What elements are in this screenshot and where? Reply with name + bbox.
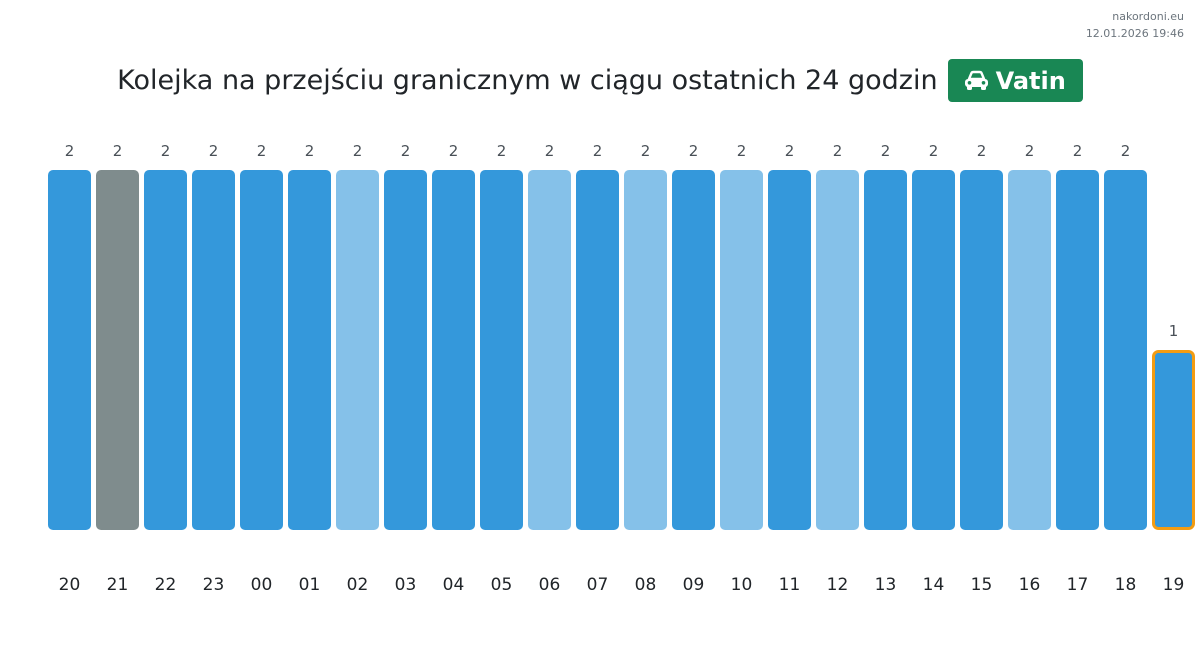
bar-value-label: 2 [641, 142, 651, 160]
bar-09[interactable] [672, 170, 715, 530]
hour-label: 18 [1115, 575, 1137, 595]
bar-08[interactable] [624, 170, 667, 530]
hour-label: 05 [491, 575, 513, 595]
bar-17[interactable] [1056, 170, 1099, 530]
hour-label: 07 [587, 575, 609, 595]
bar-01[interactable] [288, 170, 331, 530]
hour-label: 01 [299, 575, 321, 595]
bar-value-label: 2 [113, 142, 123, 160]
bar-07[interactable] [576, 170, 619, 530]
bar-value-label: 2 [257, 142, 267, 160]
bar-00[interactable] [240, 170, 283, 530]
hour-label: 15 [971, 575, 993, 595]
hour-label: 08 [635, 575, 657, 595]
bar-21[interactable] [96, 170, 139, 530]
hour-label: 20 [59, 575, 81, 595]
hour-label: 17 [1067, 575, 1089, 595]
car-icon [963, 70, 990, 92]
hour-label: 00 [251, 575, 273, 595]
bar-22[interactable] [144, 170, 187, 530]
bar-12[interactable] [816, 170, 859, 530]
site-meta: nakordoni.eu 12.01.2026 19:46 [1086, 8, 1184, 42]
bar-value-label: 2 [305, 142, 315, 160]
bar-11[interactable] [768, 170, 811, 530]
bar-value-label: 2 [881, 142, 891, 160]
bar-value-label: 2 [545, 142, 555, 160]
hour-label: 09 [683, 575, 705, 595]
hour-label: 03 [395, 575, 417, 595]
bar-value-label: 2 [209, 142, 219, 160]
bar-16[interactable] [1008, 170, 1051, 530]
hour-label: 04 [443, 575, 465, 595]
queue-bar-chart: 2202212222232002012022032042052062072082… [48, 142, 1195, 595]
chart-header: Kolejka na przejściu granicznym w ciągu … [0, 59, 1200, 102]
bar-18[interactable] [1104, 170, 1147, 530]
hour-label: 14 [923, 575, 945, 595]
bar-value-label: 2 [833, 142, 843, 160]
site-name: nakordoni.eu [1112, 10, 1184, 23]
bar-05[interactable] [480, 170, 523, 530]
bar-value-label: 2 [449, 142, 459, 160]
bar-value-label: 2 [689, 142, 699, 160]
bar-value-label: 2 [593, 142, 603, 160]
hour-label: 23 [203, 575, 225, 595]
bar-02[interactable] [336, 170, 379, 530]
hour-label: 19 [1163, 575, 1185, 595]
badge-label: Vatin [995, 66, 1066, 95]
bar-13[interactable] [864, 170, 907, 530]
hour-label: 11 [779, 575, 801, 595]
bar-value-label: 2 [737, 142, 747, 160]
hour-label: 21 [107, 575, 129, 595]
hour-label: 22 [155, 575, 177, 595]
hour-label: 10 [731, 575, 753, 595]
bar-15[interactable] [960, 170, 1003, 530]
bar-03[interactable] [384, 170, 427, 530]
bar-value-label: 1 [1169, 322, 1179, 340]
bar-06[interactable] [528, 170, 571, 530]
hour-label: 13 [875, 575, 897, 595]
bar-value-label: 2 [353, 142, 363, 160]
bar-20[interactable] [48, 170, 91, 530]
hour-label: 12 [827, 575, 849, 595]
bar-value-label: 2 [497, 142, 507, 160]
bar-value-label: 2 [1025, 142, 1035, 160]
hour-label: 16 [1019, 575, 1041, 595]
bar-value-label: 2 [1073, 142, 1083, 160]
bar-value-label: 2 [785, 142, 795, 160]
hour-label: 02 [347, 575, 369, 595]
bar-value-label: 2 [929, 142, 939, 160]
bar-value-label: 2 [161, 142, 171, 160]
hour-label: 06 [539, 575, 561, 595]
bar-14[interactable] [912, 170, 955, 530]
border-crossing-badge[interactable]: Vatin [947, 59, 1083, 102]
page-title: Kolejka na przejściu granicznym w ciągu … [117, 65, 938, 96]
bar-value-label: 2 [401, 142, 411, 160]
timestamp: 12.01.2026 19:46 [1085, 27, 1184, 40]
bar-value-label: 2 [1121, 142, 1131, 160]
bar-04[interactable] [432, 170, 475, 530]
bar-value-label: 2 [977, 142, 987, 160]
bar-value-label: 2 [65, 142, 75, 160]
bar-19[interactable] [1152, 350, 1195, 530]
bar-23[interactable] [192, 170, 235, 530]
bar-10[interactable] [720, 170, 763, 530]
